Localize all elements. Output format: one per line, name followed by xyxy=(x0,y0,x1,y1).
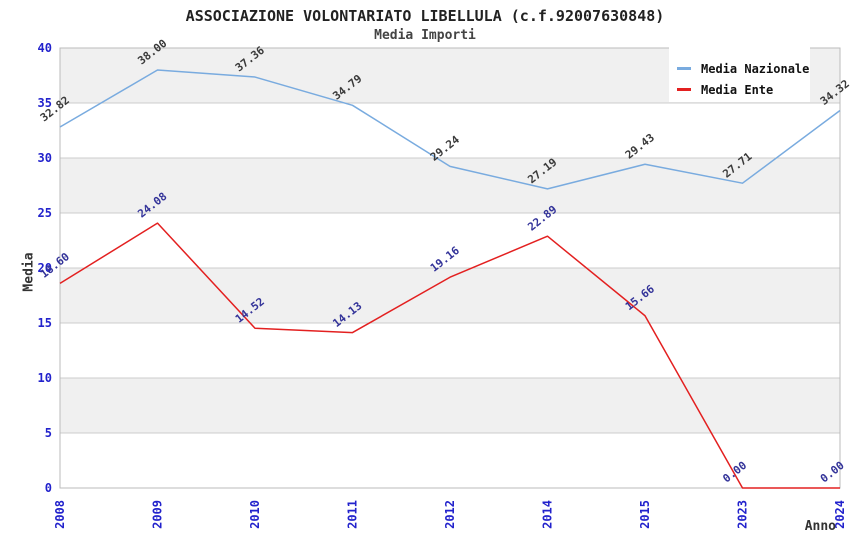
legend-label-media-nazionale: Media Nazionale xyxy=(701,61,810,76)
x-tick-label: 2008 xyxy=(53,500,67,529)
legend-swatch-media-nazionale xyxy=(677,67,691,70)
plot-border xyxy=(59,47,841,489)
plot-band-gray xyxy=(60,158,840,213)
series-line-media-nazionale xyxy=(59,69,841,190)
y-tick-label: 10 xyxy=(38,371,52,385)
y-tick-label: 25 xyxy=(38,206,52,220)
y-tick-label: 35 xyxy=(38,96,52,110)
plot-band-gray xyxy=(60,378,840,433)
y-axis-title: Media xyxy=(21,252,37,292)
data-point-label: 29.43 xyxy=(623,131,657,162)
y-tick-label: 20 xyxy=(38,261,52,275)
legend-item-media-nazionale: Media Nazionale xyxy=(677,58,810,79)
y-tick-label: 30 xyxy=(38,151,52,165)
chart-legend: Media Nazionale Media Ente xyxy=(669,47,810,102)
x-tick-label: 2023 xyxy=(736,500,750,529)
chart-subtitle: Media Importi xyxy=(374,28,476,43)
data-point-label: 0.00 xyxy=(720,459,749,486)
legend-item-media-ente: Media Ente xyxy=(677,79,810,100)
x-tick-label: 2010 xyxy=(248,500,262,529)
plot-band-gray xyxy=(60,268,840,323)
chart-title: ASSOCIAZIONE VOLONTARIATO LIBELLULA (c.f… xyxy=(185,7,665,25)
x-tick-label: 2012 xyxy=(443,500,457,529)
x-axis-title: Anno xyxy=(804,519,836,534)
legend-label-media-ente: Media Ente xyxy=(701,82,774,97)
data-point-label: 0.00 xyxy=(818,459,847,486)
y-tick-label: 15 xyxy=(38,316,52,330)
x-tick-label: 2024 xyxy=(833,500,847,529)
x-tick-label: 2009 xyxy=(151,500,165,529)
x-tick-label: 2011 xyxy=(346,500,360,529)
y-tick-label: 5 xyxy=(45,426,52,440)
legend-swatch-media-ente xyxy=(677,88,691,91)
x-tick-label: 2015 xyxy=(638,500,652,529)
series-line-media-ente xyxy=(59,222,840,489)
x-tick-label: 2014 xyxy=(541,500,555,529)
y-tick-label: 40 xyxy=(38,41,52,55)
y-tick-label: 0 xyxy=(45,481,52,495)
